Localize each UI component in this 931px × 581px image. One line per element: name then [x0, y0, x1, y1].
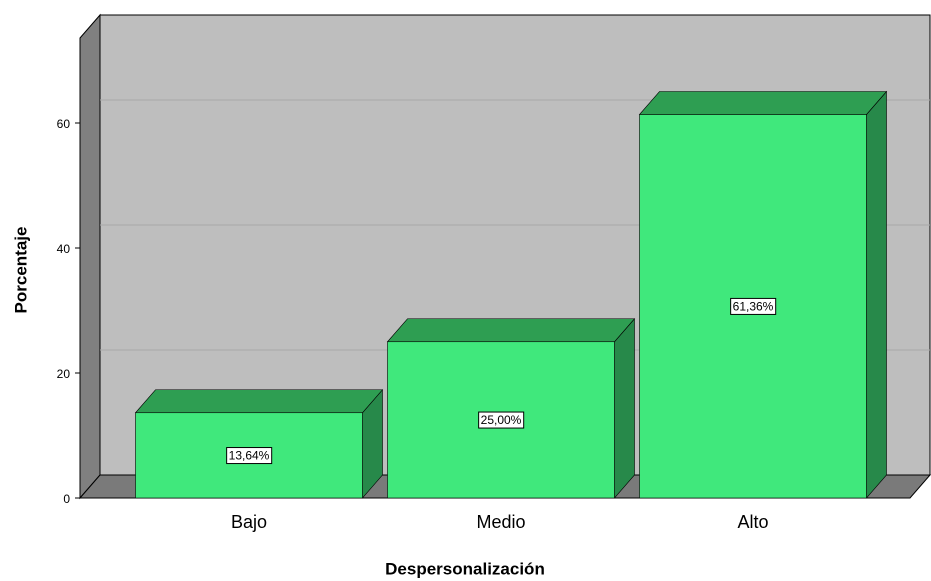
y-tick-label: 40 — [57, 242, 71, 256]
value-label: 25,00% — [481, 413, 522, 427]
bar-top — [638, 91, 888, 115]
value-label-box — [226, 447, 273, 465]
left-wall — [79, 13, 101, 500]
x-axis-label: Despersonalización — [385, 559, 545, 578]
y-tick-label: 0 — [63, 492, 70, 506]
value-label-box — [730, 297, 777, 315]
value-label: 61,36% — [733, 299, 774, 313]
x-tick-label: Alto — [737, 512, 768, 532]
x-tick-label: Medio — [476, 512, 525, 532]
bar-side — [866, 90, 887, 499]
bar-top — [134, 389, 384, 414]
bar-top — [386, 318, 636, 343]
x-tick-label: Bajo — [231, 512, 267, 532]
value-label: 13,64% — [229, 449, 270, 463]
y-tick-label: 20 — [57, 367, 71, 381]
bar-side — [614, 317, 635, 499]
y-tick-label: 60 — [57, 117, 71, 131]
value-label-box — [478, 411, 525, 429]
y-axis-label: Porcentaje — [11, 227, 30, 314]
